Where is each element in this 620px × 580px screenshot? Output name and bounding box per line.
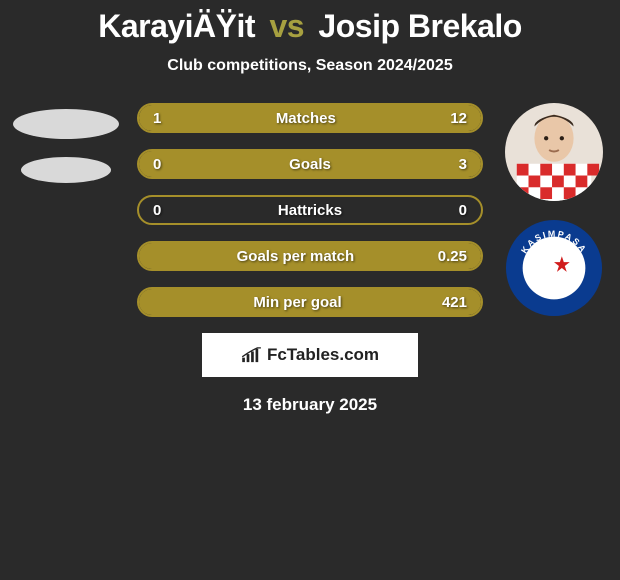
stat-label: Hattricks (278, 202, 342, 219)
right-column: KASIMPAŞA (494, 103, 614, 317)
player2-avatar (505, 103, 603, 201)
snapshot-date: 13 february 2025 (0, 395, 620, 415)
stat-row: Min per goal 421 (137, 287, 483, 317)
title-vs: vs (269, 8, 304, 44)
stat-left-value: 0 (153, 156, 161, 173)
stat-right-value: 12 (450, 110, 467, 127)
stat-right-value: 0 (459, 202, 467, 219)
title-player1: KarayiÄŸit (98, 8, 255, 44)
page-title: KarayiÄŸit vs Josip Brekalo (0, 8, 620, 45)
stat-label: Matches (276, 110, 336, 127)
logo-text: FcTables.com (267, 345, 379, 365)
stat-label: Min per goal (253, 294, 341, 311)
stat-row: 0 Hattricks 0 (137, 195, 483, 225)
fctables-logo: FcTables.com (202, 333, 418, 377)
player2-portrait-icon (505, 103, 603, 201)
player2-club-badge: KASIMPAŞA (505, 219, 603, 317)
player1-club-placeholder (21, 157, 111, 183)
main-area: KASIMPAŞA 1 Matches 12 0 Goals 3 0 Hattricks 0 Go… (0, 103, 620, 415)
bar-chart-icon (241, 347, 261, 363)
stat-right-value: 421 (442, 294, 467, 311)
stat-right-value: 3 (459, 156, 467, 173)
stat-row: 1 Matches 12 (137, 103, 483, 133)
stat-right-value: 0.25 (438, 248, 467, 265)
left-column (6, 103, 126, 201)
stat-row: Goals per match 0.25 (137, 241, 483, 271)
comparison-card: KarayiÄŸit vs Josip Brekalo Club competi… (0, 0, 620, 415)
club-badge-icon: KASIMPAŞA (505, 219, 603, 317)
player1-avatar-placeholder (13, 109, 119, 139)
stat-left-value: 1 (153, 110, 161, 127)
stat-row: 0 Goals 3 (137, 149, 483, 179)
stat-left-value: 0 (153, 202, 161, 219)
stat-label: Goals per match (237, 248, 355, 265)
title-player2: Josip Brekalo (318, 8, 521, 44)
subtitle: Club competitions, Season 2024/2025 (0, 57, 620, 75)
stats-list: 1 Matches 12 0 Goals 3 0 Hattricks 0 Goals per ma… (137, 103, 483, 317)
stat-label: Goals (289, 156, 331, 173)
